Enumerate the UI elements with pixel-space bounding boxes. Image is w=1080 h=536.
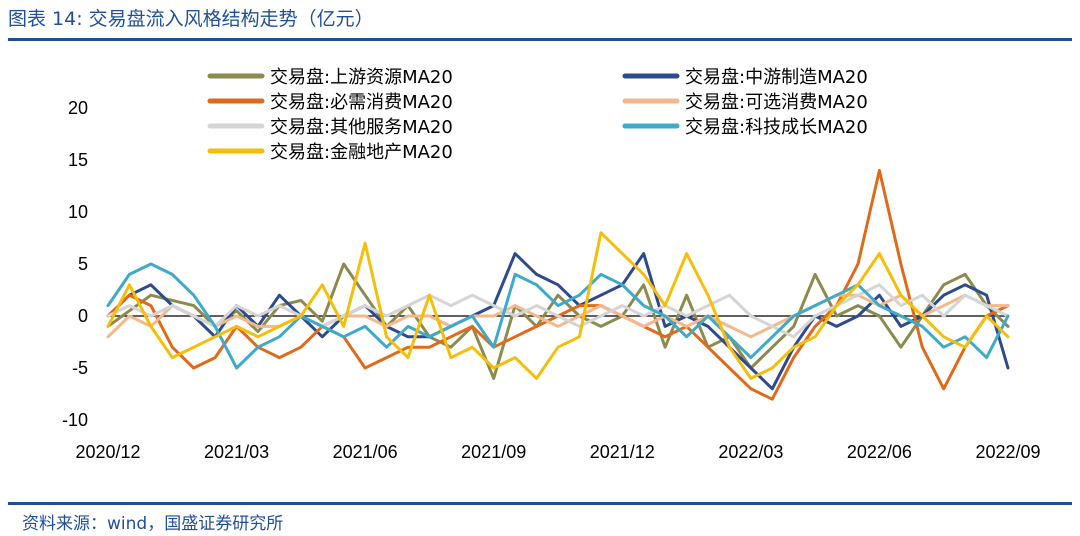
x-tick-label: 2021/06 [333, 442, 398, 462]
y-tick-label: -5 [72, 358, 88, 378]
header: 图表 14: 交易盘流入风格结构走势（亿元） [0, 0, 1080, 38]
y-axis: -10 -5 0 5 10 15 20 [62, 98, 1008, 430]
legend-label: 交易盘:科技成长MA20 [685, 117, 868, 138]
bottom-rule [8, 502, 1072, 505]
x-tick-label: 2021/09 [461, 442, 526, 462]
legend-label: 交易盘:金融地产MA20 [270, 142, 453, 163]
x-tick-label: 2020/12 [75, 442, 140, 462]
x-tick-label: 2022/03 [718, 442, 783, 462]
x-tick-label: 2021/03 [204, 442, 269, 462]
y-tick-label: -10 [62, 410, 88, 430]
x-tick-label: 2022/09 [975, 442, 1040, 462]
legend-label: 交易盘:中游制造MA20 [685, 67, 868, 88]
series-line [106, 231, 1010, 380]
x-tick-label: 2022/06 [847, 442, 912, 462]
legend-label: 交易盘:其他服务MA20 [270, 117, 453, 138]
chart: -10 -5 0 5 10 15 20 2020/12 2021/03 2021/06 2021/… [62, 67, 1041, 462]
series-line [106, 262, 1010, 380]
y-tick-label: 15 [68, 150, 88, 170]
figure-title: 图表 14: 交易盘流入风格结构走势（亿元） [8, 8, 374, 30]
y-tick-label: 0 [78, 306, 88, 326]
x-axis: 2020/12 2021/03 2021/06 2021/09 2021/12 2022/… [75, 442, 1040, 462]
legend: 交易盘:上游资源MA20 交易盘:中游制造MA20 交易盘:必需消费MA20 交易盘:… [207, 67, 868, 163]
top-rule [8, 38, 1072, 41]
legend-label: 交易盘:必需消费MA20 [270, 92, 453, 113]
legend-label: 交易盘:上游资源MA20 [270, 67, 453, 88]
y-tick-label: 5 [78, 254, 88, 274]
source-note: 资料来源：wind，国盛证券研究所 [22, 514, 284, 534]
y-tick-label: 10 [68, 202, 88, 222]
legend-label: 交易盘:可选消费MA20 [685, 92, 868, 113]
series-line [106, 283, 1010, 339]
series-layer [106, 168, 1010, 401]
series-line [106, 252, 1010, 391]
y-tick-label: 20 [68, 98, 88, 118]
x-tick-label: 2021/12 [590, 442, 655, 462]
